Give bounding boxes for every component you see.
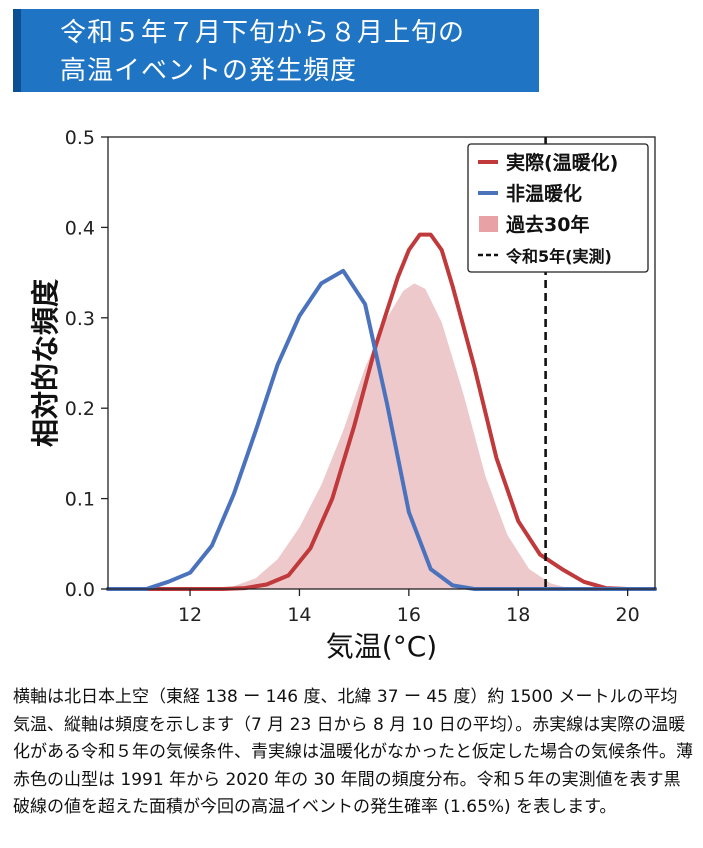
x-tick-label: 18 [506,604,530,626]
y-tick-label: 0.5 [65,127,95,149]
x-tick-label: 20 [616,604,640,626]
title-banner [13,9,539,92]
series-line-non-warming [106,268,657,591]
legend-label: 過去30年 [506,213,589,236]
figure-caption: 横軸は北日本上空（東経 138 ー 146 度、北緯 37 ー 45 度）約 1… [13,687,693,817]
legend-box [467,143,649,273]
title-line-2: 高温イベントの発生頻度 [60,56,358,86]
x-tick-label: 14 [287,604,311,626]
y-tick-label: 0.2 [65,398,95,420]
y-tick-label: 0.3 [65,308,95,330]
title-accent-bar [13,9,21,92]
frequency-chart: 12 14 16 18 20 0.0 0.1 0.2 0.3 0.4 0.5 気温(°C) 相対的な頻度… [29,127,657,663]
x-axis-label: 気温(°C) [326,630,437,663]
x-tick-label: 16 [397,604,421,626]
legend-label: 令和5年(実測) [505,247,612,266]
x-tick-label: 12 [178,604,202,626]
plot-frame [107,136,656,590]
y-tick-label: 0.0 [65,579,95,601]
y-axis-label: 相対的な頻度 [29,279,62,447]
series-line-warming [106,232,657,591]
y-tick-label: 0.4 [65,217,95,239]
legend-swatch [479,216,498,232]
legend-label: 非温暖化 [506,182,582,205]
title-line-1: 令和５年７月下旬から８月上旬の [60,18,466,48]
legend-label: 実際(温暖化) [506,151,618,174]
y-tick-label: 0.1 [65,489,95,511]
